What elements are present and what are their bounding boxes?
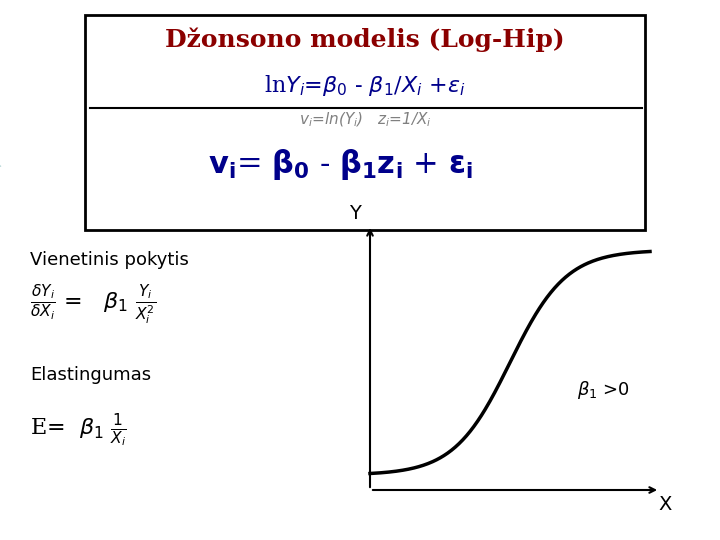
Circle shape bbox=[0, 0, 80, 170]
Circle shape bbox=[0, 40, 40, 160]
Text: $\mathbf{v_i}$= $\mathbf{\beta_0}$ - $\mathbf{\beta_1 z_i}$ + $\mathbf{\varepsil: $\mathbf{v_i}$= $\mathbf{\beta_0}$ - $\m… bbox=[207, 147, 472, 183]
Text: $\frac{\delta Y_i}{\delta X_i}$ =   $\beta_1$ $\frac{Y_i}{X_i^2}$: $\frac{\delta Y_i}{\delta X_i}$ = $\beta… bbox=[30, 283, 156, 327]
Text: Y: Y bbox=[349, 204, 361, 223]
Text: ln$Y_i$=$\beta_0$ - $\beta_1$/$X_i$ +$\varepsilon_i$: ln$Y_i$=$\beta_0$ - $\beta_1$/$X_i$ +$\v… bbox=[264, 72, 466, 98]
Text: Vienetinis pokytis: Vienetinis pokytis bbox=[30, 251, 189, 269]
Circle shape bbox=[0, 0, 120, 170]
Text: Elastingumas: Elastingumas bbox=[30, 366, 151, 384]
Text: $v_i$=ln($Y_i$)   $z_i$=1/$X_i$: $v_i$=ln($Y_i$) $z_i$=1/$X_i$ bbox=[299, 111, 431, 129]
Text: Džonsono modelis (Log-Hip): Džonsono modelis (Log-Hip) bbox=[165, 28, 564, 52]
Text: X: X bbox=[658, 495, 672, 514]
Text: E=  $\beta_1$ $\frac{1}{X_i}$: E= $\beta_1$ $\frac{1}{X_i}$ bbox=[30, 411, 127, 449]
FancyBboxPatch shape bbox=[85, 15, 645, 230]
Text: $\beta_1$ >0: $\beta_1$ >0 bbox=[577, 379, 630, 401]
